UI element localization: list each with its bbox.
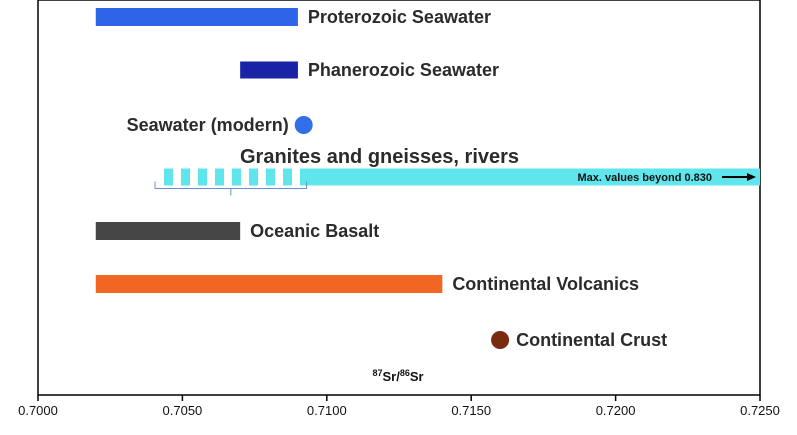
x-tick-label: 0.7000 (18, 403, 58, 418)
series-label: Oceanic Basalt (250, 221, 379, 241)
x-axis-title-elem-b: Sr (410, 369, 424, 384)
range-bar (95, 8, 298, 26)
striped-segment (249, 168, 258, 186)
arrow-head (747, 173, 756, 181)
x-tick-label: 0.7050 (163, 403, 203, 418)
point-marker (491, 331, 510, 349)
striped-segment (266, 168, 275, 186)
series-label: Phanerozoic Seawater (308, 60, 499, 80)
striped-segment (164, 168, 173, 186)
striped-segment (198, 168, 207, 186)
x-tick-label: 0.7100 (307, 403, 347, 418)
x-axis-title-mass-b: 86 (400, 368, 410, 378)
plot-frame (37, 0, 761, 396)
range-bar (306, 168, 760, 186)
point-marker (294, 116, 313, 134)
striped-segment (283, 168, 292, 186)
series-label: Continental Volcanics (452, 274, 639, 294)
x-axis: 0.7000 0.7050 0.7100 0.7150 0.7200 0.7250 (18, 395, 780, 418)
x-tick-label: 0.7250 (740, 403, 780, 418)
chart-marks: Proterozoic Seawater Phanerozoic Seawater… (95, 7, 760, 350)
x-axis-title: 87Sr/86Sr (372, 368, 423, 384)
x-axis-title-mass-a: 87 (372, 368, 382, 378)
range-bar (240, 61, 298, 79)
striped-segment (215, 168, 224, 186)
series-label: Granites and gneisses, rivers (240, 146, 519, 168)
series-label: Continental Crust (516, 330, 667, 350)
striped-segment (300, 168, 309, 186)
series-label: Seawater (modern) (127, 115, 289, 135)
x-axis-title-slash: / (396, 369, 400, 384)
x-axis-title-elem-a: Sr (382, 369, 396, 384)
range-bar (95, 222, 241, 240)
striped-segment (232, 168, 241, 186)
range-bar (95, 275, 443, 293)
x-tick-label: 0.7150 (451, 403, 491, 418)
series-label: Proterozoic Seawater (308, 7, 491, 27)
striped-segment (181, 168, 190, 186)
range-annotation: Max. values beyond 0.830 (577, 172, 712, 184)
x-tick-label: 0.7200 (596, 403, 636, 418)
